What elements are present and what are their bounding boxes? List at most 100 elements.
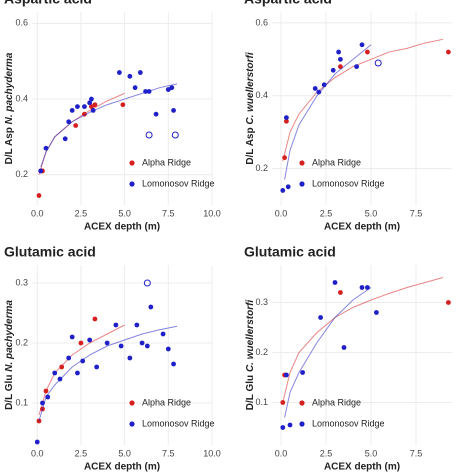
y-tick-label: 0.3 — [15, 277, 28, 287]
point — [287, 422, 293, 428]
point — [169, 85, 175, 91]
point — [338, 290, 343, 295]
point — [280, 400, 286, 405]
x-tick-label: 0.0 — [31, 448, 44, 458]
outlier-point — [171, 131, 179, 139]
point — [45, 394, 51, 400]
point — [280, 425, 286, 430]
y-label-species: C. wuellerstorfi — [245, 52, 256, 124]
point — [69, 107, 75, 113]
point — [134, 322, 140, 328]
outlier-point — [145, 131, 153, 139]
panel-title: Glutamic acid — [244, 244, 336, 260]
point — [116, 70, 122, 75]
point — [446, 300, 451, 305]
y-label-prefix: D/L Glu — [245, 375, 256, 410]
y-label-prefix: D/L Asp — [245, 127, 256, 164]
point — [59, 364, 65, 370]
point — [94, 364, 100, 370]
point — [92, 316, 98, 322]
legend-label: Lomonosov Ridge — [142, 418, 215, 428]
point — [359, 285, 365, 290]
y-tick-label: 0.2 — [15, 337, 28, 347]
x-axis-label: ACEX depth (m) — [324, 222, 400, 233]
y-axis-label: D/L Asp C. wuellerstorfi — [245, 52, 256, 164]
x-tick-label: 7.5 — [410, 448, 423, 458]
panel-title: Aspartic acid — [4, 0, 92, 7]
point — [336, 49, 341, 55]
legend-swatch — [299, 160, 305, 166]
y-label-prefix: D/L Asp — [4, 127, 15, 164]
point — [284, 115, 289, 121]
x-tick-label: 2.5 — [320, 208, 333, 218]
point — [139, 340, 145, 346]
y-tick-label: 0.3 — [255, 297, 268, 307]
point — [43, 388, 49, 394]
x-tick-label: 0.0 — [275, 448, 288, 458]
legend-swatch — [299, 181, 305, 187]
y-axis-label: D/L Glu N. pachyderma — [4, 300, 15, 410]
x-tick-label: 0.0 — [275, 208, 288, 218]
point — [284, 372, 289, 378]
x-tick-label: 7.5 — [410, 208, 423, 218]
outlier-point — [374, 59, 382, 67]
point — [57, 376, 63, 382]
legend-label: Alpha Ridge — [312, 157, 361, 167]
point — [338, 64, 343, 70]
fit-line — [38, 324, 125, 416]
point — [36, 193, 42, 198]
point — [127, 355, 133, 361]
legend-label: Lomonosov Ridge — [312, 178, 385, 188]
legend-label: Alpha Ridge — [312, 397, 361, 407]
x-axis-label: ACEX depth (m) — [84, 462, 160, 473]
y-label-species: N. pachyderma — [4, 300, 15, 372]
point — [280, 188, 286, 193]
point — [365, 285, 370, 290]
y-tick-label: 0.2 — [15, 169, 28, 179]
x-tick-label: 7.5 — [162, 448, 175, 458]
legend-label: Alpha Ridge — [142, 157, 191, 167]
fit-line — [282, 38, 444, 162]
x-axis-label: ACEX depth (m) — [324, 462, 400, 473]
legend-label: Alpha Ridge — [142, 397, 191, 407]
y-axis-label: D/L Glu C. wuellerstorfi — [245, 300, 256, 411]
point — [143, 89, 148, 94]
point — [104, 340, 110, 346]
point — [160, 331, 166, 337]
x-tick-label: 5.0 — [118, 208, 131, 218]
x-tick-label: 5.0 — [365, 448, 378, 458]
point — [365, 49, 370, 55]
x-tick-label: 5.0 — [365, 208, 378, 218]
fit-line — [38, 325, 178, 422]
point — [374, 310, 379, 315]
y-tick-label: 0.2 — [255, 347, 268, 357]
x-tick-label: 5.0 — [118, 448, 131, 458]
panel-title: Aspartic acid — [244, 0, 332, 7]
y-tick-label: 0.4 — [15, 93, 28, 103]
point — [165, 346, 171, 352]
point — [75, 104, 80, 110]
x-tick-label: 10.0 — [203, 448, 221, 458]
fit-line — [284, 287, 372, 418]
point — [282, 155, 287, 161]
point — [73, 123, 79, 128]
y-label-prefix: D/L Glu — [4, 375, 15, 410]
point — [148, 304, 154, 310]
point — [90, 107, 96, 113]
point — [87, 100, 93, 106]
point — [34, 439, 40, 445]
x-tick-label: 2.5 — [75, 208, 88, 218]
point — [52, 370, 58, 376]
point — [316, 89, 322, 95]
legend-swatch — [129, 421, 135, 427]
point — [171, 107, 176, 113]
y-tick-label: 0.6 — [255, 17, 268, 27]
x-tick-label: 0.0 — [31, 208, 44, 218]
point — [338, 56, 343, 62]
point — [132, 85, 138, 91]
point — [285, 184, 291, 190]
point — [75, 370, 80, 376]
point — [446, 49, 451, 55]
point — [92, 102, 98, 108]
